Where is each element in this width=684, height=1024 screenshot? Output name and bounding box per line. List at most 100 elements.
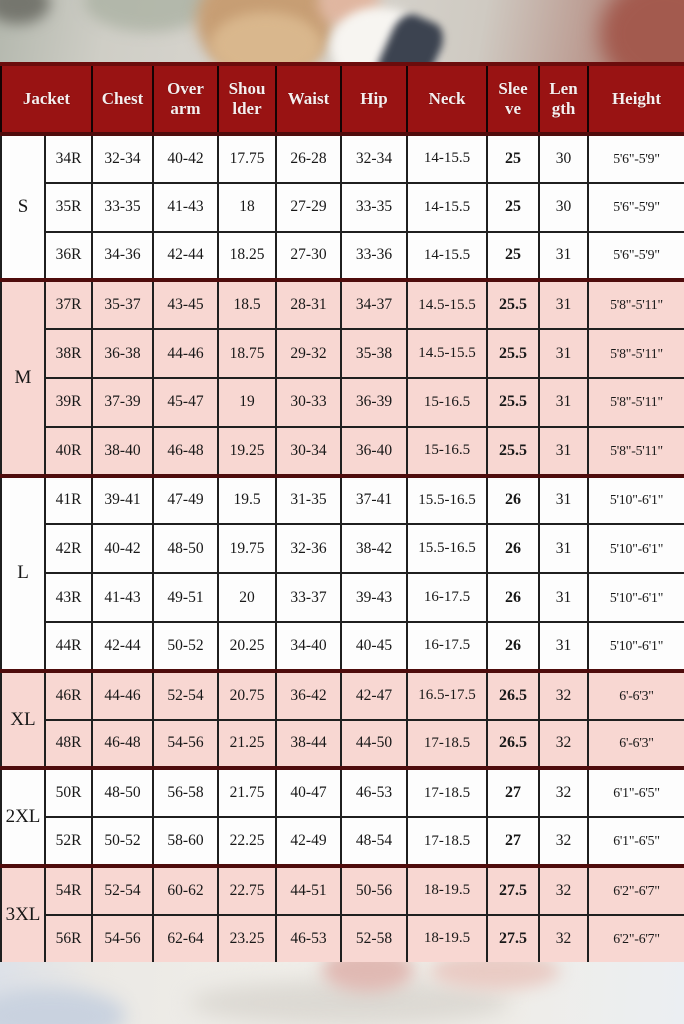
cell-neck-56R: 18-19.5 xyxy=(406,913,488,965)
cell-jacket-50R: 50R xyxy=(44,766,93,819)
cell-jacket-56R: 56R xyxy=(44,913,93,965)
photo-blur-red-background xyxy=(600,0,684,62)
background-photo-bottom xyxy=(0,962,684,1024)
cell-neck-40R: 15-16.5 xyxy=(406,425,488,477)
table-body: S 34R 32-34 40-42 17.75 26-28 32-34 14-15.5 25 30… xyxy=(0,131,684,965)
cell-neck-46R: 16.5-17.5 xyxy=(406,668,488,721)
cell-neck-54R: 18-19.5 xyxy=(406,863,488,916)
size-row-39R: 39R 37-39 45-47 19 30-33 36-39 15-16.5 25.5 31 5'… xyxy=(1,376,684,428)
cell-waist-36R: 27-30 xyxy=(275,230,342,282)
cell-neck-48R: 17-18.5 xyxy=(406,718,488,770)
cell-overarm-42R: 48-50 xyxy=(152,523,219,575)
cell-chest-52R: 50-52 xyxy=(91,816,154,867)
cell-length-37R: 31 xyxy=(538,278,589,331)
cell-sleeve-46R: 26.5 xyxy=(486,668,540,721)
cell-height-48R: 6'-6'3" xyxy=(587,718,684,770)
cell-waist-48R: 38-44 xyxy=(275,718,342,770)
header-row: Jacket Chest Over arm Shou lder Waist Hip Neck… xyxy=(0,63,684,136)
cell-chest-37R: 35-37 xyxy=(91,278,154,331)
cell-overarm-35R: 41-43 xyxy=(152,181,219,233)
cell-waist-38R: 29-32 xyxy=(275,328,342,379)
cell-shoulder-36R: 18.25 xyxy=(217,230,277,282)
cell-overarm-44R: 50-52 xyxy=(152,620,219,672)
cell-height-35R: 5'6"-5'9" xyxy=(587,181,684,233)
cell-height-41R: 5'10"-6'1" xyxy=(587,473,684,526)
cell-overarm-41R: 47-49 xyxy=(152,473,219,526)
size-row-52R: 52R 50-52 58-60 22.25 42-49 48-54 17-18.5 27 32 6… xyxy=(1,816,684,867)
cell-hip-42R: 38-42 xyxy=(340,523,408,575)
cell-jacket-46R: 46R xyxy=(44,668,93,721)
cell-length-40R: 31 xyxy=(538,425,589,477)
cell-shoulder-41R: 19.5 xyxy=(217,473,277,526)
cell-length-34R: 30 xyxy=(538,132,589,184)
cell-neck-34R: 14-15.5 xyxy=(406,132,488,184)
cell-shoulder-35R: 18 xyxy=(217,181,277,233)
cell-shoulder-37R: 18.5 xyxy=(217,278,277,331)
cell-shoulder-52R: 22.25 xyxy=(217,816,277,867)
cell-height-46R: 6'-6'3" xyxy=(587,668,684,721)
cell-neck-36R: 14-15.5 xyxy=(406,230,488,282)
cell-neck-39R: 15-16.5 xyxy=(406,376,488,428)
cell-hip-52R: 48-54 xyxy=(340,816,408,867)
cell-hip-54R: 50-56 xyxy=(340,863,408,916)
cell-chest-44R: 42-44 xyxy=(91,620,154,672)
size-row-34R: S 34R 32-34 40-42 17.75 26-28 32-34 14-15.5 25 30… xyxy=(0,131,684,282)
cell-hip-41R: 37-41 xyxy=(340,473,408,526)
cell-hip-37R: 34-37 xyxy=(340,278,408,331)
cell-height-52R: 6'1"-6'5" xyxy=(587,816,684,867)
photo-blur-dark-corner xyxy=(0,0,50,24)
cell-overarm-52R: 58-60 xyxy=(152,816,219,867)
cell-sleeve-44R: 26 xyxy=(486,620,540,672)
cell-overarm-39R: 45-47 xyxy=(152,376,219,428)
cell-length-46R: 32 xyxy=(538,668,589,721)
size-row-50R: 2XL 50R 48-50 56-58 21.75 40-47 46-53 17-18.5 27… xyxy=(0,766,684,867)
column-header-chest: Chest xyxy=(91,63,154,136)
cell-overarm-34R: 40-42 xyxy=(152,132,219,184)
cell-height-54R: 6'2"-6'7" xyxy=(587,863,684,916)
cell-sleeve-40R: 25.5 xyxy=(486,425,540,477)
cell-neck-52R: 17-18.5 xyxy=(406,816,488,867)
cell-neck-41R: 15.5-16.5 xyxy=(406,473,488,526)
cell-height-38R: 5'8"-5'11" xyxy=(587,328,684,379)
cell-jacket-54R: 54R xyxy=(44,863,93,916)
cell-waist-43R: 33-37 xyxy=(275,572,342,623)
cell-sleeve-38R: 25.5 xyxy=(486,328,540,379)
background-photo-top xyxy=(0,0,684,62)
cell-shoulder-46R: 20.75 xyxy=(217,668,277,721)
size-row-40R: 40R 38-40 46-48 19.25 30-34 36-40 15-16.5 25.5 3… xyxy=(1,425,684,477)
cell-shoulder-38R: 18.75 xyxy=(217,328,277,379)
cell-length-44R: 31 xyxy=(538,620,589,672)
cell-waist-40R: 30-34 xyxy=(275,425,342,477)
cell-jacket-38R: 38R xyxy=(44,328,93,379)
cell-sleeve-50R: 27 xyxy=(486,766,540,819)
cell-neck-50R: 17-18.5 xyxy=(406,766,488,819)
cell-length-56R: 32 xyxy=(538,913,589,965)
cell-waist-42R: 32-36 xyxy=(275,523,342,575)
cell-overarm-54R: 60-62 xyxy=(152,863,219,916)
cell-hip-36R: 33-36 xyxy=(340,230,408,282)
cell-chest-39R: 37-39 xyxy=(91,376,154,428)
cell-overarm-37R: 43-45 xyxy=(152,278,219,331)
cell-shoulder-54R: 22.75 xyxy=(217,863,277,916)
cell-length-42R: 31 xyxy=(538,523,589,575)
size-chart-table: Jacket Chest Over arm Shou lder Waist Hip Neck… xyxy=(0,62,684,966)
cell-height-37R: 5'8"-5'11" xyxy=(587,278,684,331)
cell-sleeve-42R: 26 xyxy=(486,523,540,575)
cell-overarm-46R: 52-54 xyxy=(152,668,219,721)
cell-chest-54R: 52-54 xyxy=(91,863,154,916)
size-row-44R: 44R 42-44 50-52 20.25 34-40 40-45 16-17.5 26 31 5… xyxy=(1,620,684,672)
size-row-46R: XL 46R 44-46 52-54 20.75 36-42 42-47 16.5-17.5 2… xyxy=(0,668,684,770)
cell-chest-50R: 48-50 xyxy=(91,766,154,819)
cell-jacket-42R: 42R xyxy=(44,523,93,575)
cell-overarm-40R: 46-48 xyxy=(152,425,219,477)
cell-waist-50R: 40-47 xyxy=(275,766,342,819)
cell-shoulder-43R: 20 xyxy=(217,572,277,623)
size-group-label-M: M xyxy=(0,278,46,477)
cell-jacket-37R: 37R xyxy=(44,278,93,331)
cell-shoulder-34R: 17.75 xyxy=(217,132,277,184)
cell-shoulder-42R: 19.75 xyxy=(217,523,277,575)
cell-length-38R: 31 xyxy=(538,328,589,379)
cell-hip-40R: 36-40 xyxy=(340,425,408,477)
cell-hip-39R: 36-39 xyxy=(340,376,408,428)
